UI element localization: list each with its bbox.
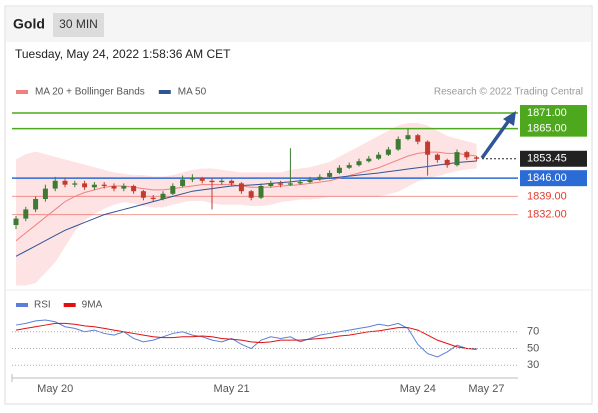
candle-body xyxy=(82,183,88,188)
datetime: Tuesday, May 24, 2022 1:58:36 AM CET xyxy=(15,47,231,61)
candle-body xyxy=(336,167,342,173)
candle-body xyxy=(111,185,117,189)
candle-body xyxy=(209,180,215,183)
level-label: 1865.00 xyxy=(527,123,567,135)
candle-body xyxy=(121,185,127,189)
level-label: 1839.00 xyxy=(527,190,567,202)
arrow-shaft xyxy=(480,117,512,160)
level-box xyxy=(520,170,587,187)
level-box xyxy=(520,120,587,137)
x-tick-label: May 24 xyxy=(400,383,436,395)
title: Gold xyxy=(13,16,45,32)
candle-body xyxy=(229,180,235,184)
candle-body xyxy=(72,183,78,185)
x-tick-label: May 27 xyxy=(468,383,504,395)
candle-body xyxy=(180,179,186,186)
arrow-head xyxy=(503,111,516,126)
candle-body xyxy=(33,199,39,210)
candle-body xyxy=(238,183,244,192)
level-label: 1853.45 xyxy=(527,153,567,165)
candle-body xyxy=(42,188,48,200)
candle-body xyxy=(327,172,333,177)
candle-body xyxy=(317,176,323,180)
candle-body xyxy=(150,197,156,200)
candle-body xyxy=(464,152,470,158)
candle-body xyxy=(376,154,382,159)
legend-label: RSI xyxy=(34,300,51,311)
candle-body xyxy=(23,209,29,219)
candle-body xyxy=(219,180,225,183)
candle-body xyxy=(444,159,450,166)
candle-body xyxy=(454,152,460,166)
candle-body xyxy=(395,139,401,150)
legend-swatch xyxy=(16,303,28,307)
ma-line xyxy=(15,160,477,257)
candle-body xyxy=(101,184,107,186)
ma-line xyxy=(15,151,477,242)
y-tick-label: 30 xyxy=(527,359,539,371)
timeframe-button[interactable] xyxy=(53,13,104,37)
candle-body xyxy=(346,165,352,168)
level-label: 1871.00 xyxy=(527,107,567,119)
candle-body xyxy=(189,178,195,180)
level-label: 1832.00 xyxy=(527,209,567,221)
credit: Research © 2022 Trading Central xyxy=(434,87,583,98)
candle-body xyxy=(297,182,303,184)
x-tick-label: May 21 xyxy=(214,383,250,395)
candle-body xyxy=(91,184,97,188)
candle-body xyxy=(287,183,293,185)
level-box xyxy=(520,105,587,122)
y-tick-label: 50 xyxy=(527,342,539,354)
candle-body xyxy=(131,185,137,192)
legend-label: MA 50 xyxy=(178,87,207,98)
x-tick-label: May 20 xyxy=(37,383,73,395)
band-upper xyxy=(15,122,477,178)
legend-swatch xyxy=(16,90,28,94)
timeframe[interactable]: 30 MIN xyxy=(59,17,98,31)
y-tick-label: 70 xyxy=(527,326,539,338)
level-box xyxy=(520,150,587,167)
candle-body xyxy=(13,218,19,226)
legend-swatch xyxy=(63,303,76,307)
candle-body xyxy=(415,135,421,142)
rsi-line xyxy=(15,322,477,350)
candle-body xyxy=(258,185,264,198)
legend-label: MA 20 + Bollinger Bands xyxy=(35,87,145,98)
candle-body xyxy=(385,149,391,155)
candle-body xyxy=(474,157,480,159)
candle-body xyxy=(170,185,176,194)
candle-body xyxy=(140,191,146,198)
candle-body xyxy=(425,141,431,155)
candle-body xyxy=(199,178,205,181)
candle-body xyxy=(366,158,372,162)
legend-label: 9MA xyxy=(82,300,103,311)
candle-body xyxy=(307,179,313,183)
candle-body xyxy=(160,193,166,200)
candle-body xyxy=(52,180,58,189)
candle-body xyxy=(405,135,411,140)
candle-body xyxy=(268,183,274,186)
candle-body xyxy=(434,154,440,160)
candle-body xyxy=(278,183,284,185)
candle-body xyxy=(356,161,362,166)
candle-body xyxy=(62,180,68,185)
candle-body xyxy=(248,191,254,198)
rsi-line xyxy=(15,319,477,358)
level-label: 1846.00 xyxy=(527,172,567,184)
legend-swatch xyxy=(158,90,171,94)
